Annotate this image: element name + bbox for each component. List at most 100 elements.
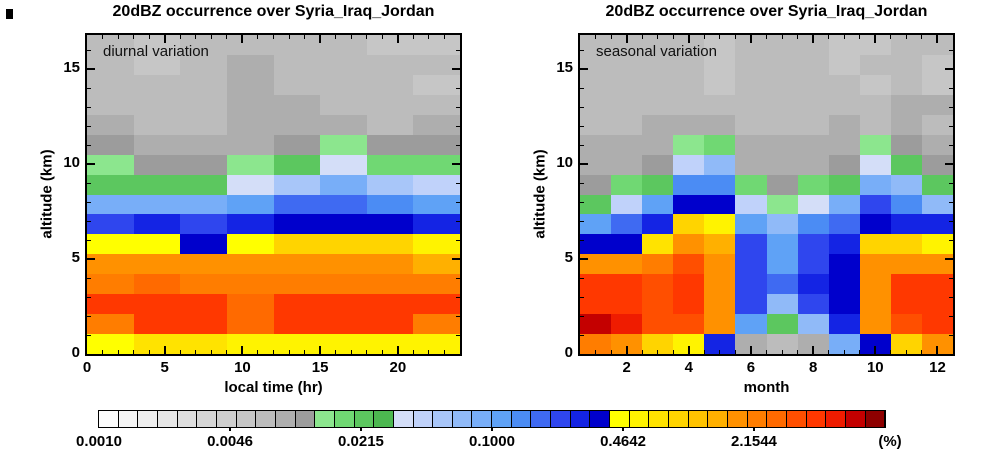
heatmap-cell <box>87 334 134 354</box>
colorbar-tick-label: 0.0010 <box>76 433 122 450</box>
colorbar-cell <box>728 411 748 427</box>
heatmap-cell <box>766 214 798 235</box>
axis-tick <box>87 49 91 51</box>
heatmap-cell <box>413 214 460 235</box>
heatmap-cell <box>320 334 367 354</box>
heatmap-cell <box>704 274 736 295</box>
axis-tick <box>580 49 584 51</box>
colorbar-tick-label: 0.0046 <box>207 433 253 450</box>
heatmap-cell <box>133 314 181 335</box>
axis-tick <box>580 334 584 336</box>
axis-tick <box>945 258 953 261</box>
heatmap-cell <box>673 114 705 135</box>
heatmap-cell <box>921 74 953 95</box>
axis-tick <box>87 258 95 261</box>
heatmap-cell <box>413 174 460 195</box>
colorbar-cell <box>747 411 768 427</box>
heatmap-cell <box>87 35 134 55</box>
heatmap-cell <box>611 35 643 55</box>
heatmap-cell <box>320 35 367 55</box>
heatmap-cell <box>133 234 181 255</box>
colorbar-cell <box>256 411 276 427</box>
axis-tick <box>874 35 877 43</box>
heatmap-cell <box>704 154 736 175</box>
colorbar-cell <box>610 411 630 427</box>
axis-tick <box>766 35 767 39</box>
heatmap-cell <box>180 74 227 95</box>
axis-tick <box>890 35 892 39</box>
heatmap-cell <box>859 94 891 115</box>
heatmap-cell <box>797 214 829 235</box>
axis-tick <box>87 220 91 222</box>
heatmap-cell <box>828 194 860 215</box>
heatmap-cell <box>611 134 643 155</box>
axis-tick <box>843 350 845 354</box>
heatmap-cell <box>611 334 643 354</box>
axis-tick <box>580 87 584 89</box>
axis-tick <box>949 239 953 241</box>
heatmap-cell <box>366 254 414 275</box>
axis-tick <box>163 346 166 354</box>
axis-tick <box>87 334 91 336</box>
heatmap-cell <box>828 54 860 75</box>
heatmap-cell <box>735 174 767 195</box>
heatmap-cell <box>413 314 460 335</box>
heatmap-cell <box>580 134 612 155</box>
heatmap-cell <box>180 94 227 115</box>
heatmap-cell <box>611 74 643 95</box>
heatmap-cell <box>273 334 321 354</box>
heatmap-cell <box>797 54 829 75</box>
heatmap-cell <box>366 94 414 115</box>
colorbar-cell <box>570 411 591 427</box>
heatmap-cell <box>859 74 891 95</box>
axis-tick <box>580 296 584 298</box>
axis-tick <box>452 258 460 261</box>
heatmap-cell <box>133 134 181 155</box>
heatmap-cell <box>320 234 367 255</box>
heatmap-cell <box>180 114 227 135</box>
heatmap-cell <box>921 234 953 255</box>
colorbar-cell <box>688 411 709 427</box>
colorbar-cell <box>826 411 846 427</box>
heatmap-cell <box>580 294 612 315</box>
right-yaxis-title: altitude (km) <box>531 149 549 239</box>
heatmap-cell <box>859 254 891 275</box>
heatmap-cell <box>673 134 705 155</box>
heatmap-cell <box>828 234 860 255</box>
heatmap-cell <box>828 74 860 95</box>
heatmap-cell <box>735 234 767 255</box>
crop-artifact <box>6 9 13 19</box>
axis-tick <box>257 350 259 354</box>
axis-tick <box>428 350 430 354</box>
heatmap-cell <box>642 54 674 75</box>
heatmap-cell <box>133 254 181 275</box>
axis-tick <box>687 346 690 354</box>
heatmap-cell <box>921 174 953 195</box>
heatmap-cell <box>580 194 612 215</box>
heatmap-cell <box>133 114 181 135</box>
heatmap-cell <box>735 154 767 175</box>
heatmap-cell <box>766 114 798 135</box>
colorbar-cell <box>669 411 689 427</box>
heatmap-cell <box>611 94 643 115</box>
heatmap-cell <box>673 334 705 354</box>
heatmap-cell <box>735 274 767 295</box>
axis-tick <box>949 49 953 51</box>
colorbar-cell <box>216 411 237 427</box>
heatmap-cell <box>87 154 134 175</box>
heatmap-cell <box>413 234 460 255</box>
heatmap-cell <box>642 254 674 275</box>
axis-tick <box>117 350 119 354</box>
heatmap-cell <box>87 274 134 295</box>
heatmap-cell <box>180 334 227 354</box>
heatmap-cell <box>366 214 414 235</box>
heatmap-cell <box>320 134 367 155</box>
heatmap-cell <box>766 134 798 155</box>
axis-tick <box>226 35 228 39</box>
colorbar-tick <box>359 427 362 431</box>
heatmap-cell <box>226 334 274 354</box>
right-plot-title: 20dBZ occurrence over Syria_Iraq_Jordan <box>605 3 928 20</box>
heatmap-cell <box>890 94 922 115</box>
axis-tick <box>87 144 91 146</box>
heatmap-cell <box>611 114 643 135</box>
